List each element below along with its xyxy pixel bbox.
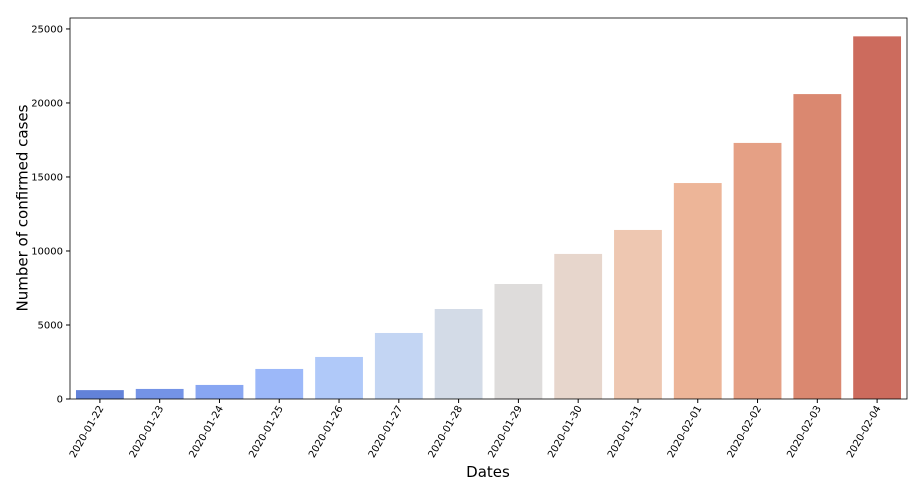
- y-axis-label: Number of confirmed cases: [14, 104, 32, 311]
- bar: [554, 253, 603, 399]
- x-axis-label: Dates: [466, 463, 510, 481]
- bar: [195, 384, 244, 399]
- bar: [733, 142, 782, 399]
- y-tick-label: 25000: [31, 24, 63, 35]
- bar: [434, 309, 483, 399]
- y-tick-label: 0: [57, 395, 63, 406]
- bar: [673, 183, 722, 399]
- bar: [614, 229, 662, 399]
- bar: [853, 36, 902, 400]
- bar: [494, 283, 543, 399]
- bar: [315, 356, 363, 399]
- bar: [793, 94, 842, 399]
- bar: [374, 332, 423, 399]
- y-tick-label: 15000: [31, 172, 63, 183]
- bar: [255, 368, 304, 399]
- y-tick-label: 20000: [31, 98, 63, 109]
- y-tick-label: 5000: [38, 320, 63, 331]
- plot-frame: [69, 17, 908, 400]
- y-tick-label: 10000: [31, 246, 63, 257]
- bar: [135, 388, 184, 399]
- bar: [75, 390, 124, 399]
